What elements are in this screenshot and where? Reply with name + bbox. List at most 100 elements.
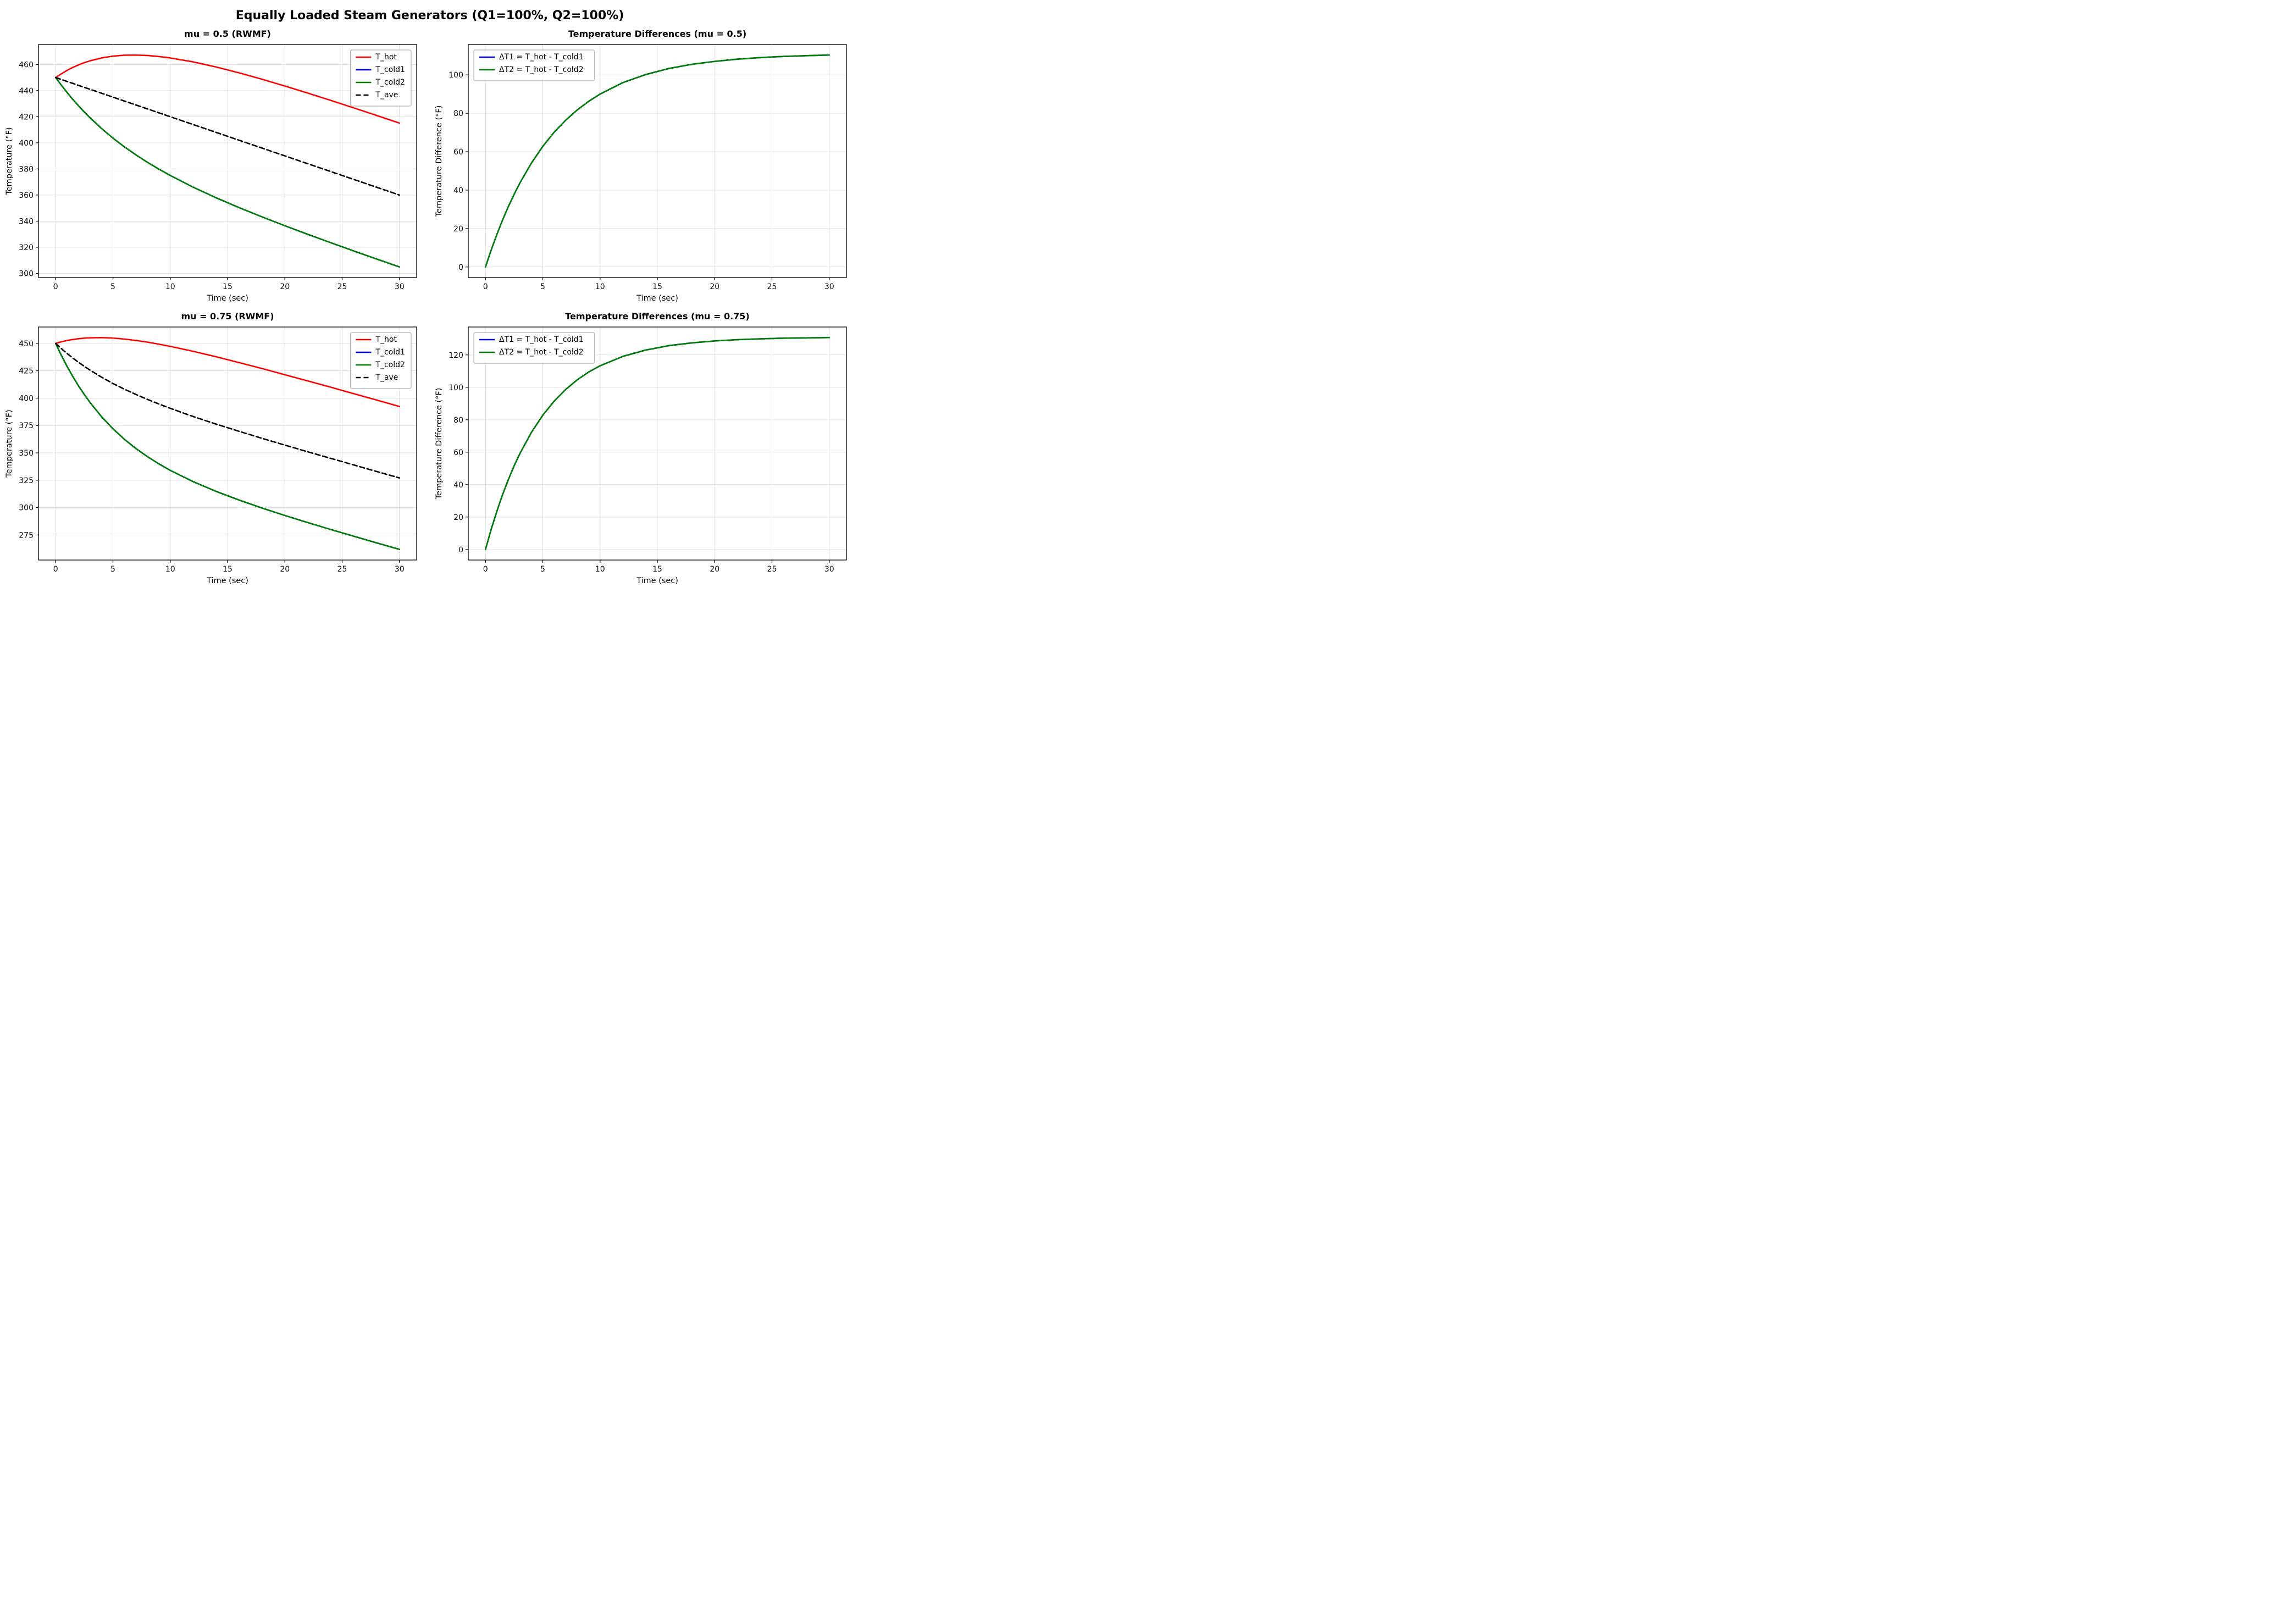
- y-tick-label: 100: [449, 71, 463, 80]
- y-axis-label: Temperature Difference (°F): [435, 106, 444, 218]
- y-tick-label: 40: [453, 186, 463, 195]
- chart-mu05-temperatures: 0 5 10 15 20 25 30 300 320 340 360 380 400 420 440 460 m…: [5, 29, 417, 303]
- x-tick-label: 0: [483, 282, 488, 291]
- figure-suptitle: Equally Loaded Steam Generators (Q1=100%…: [235, 9, 624, 23]
- y-tick-label: 425: [19, 367, 34, 376]
- x-tick-label: 0: [53, 565, 58, 574]
- y-tick-label: 440: [19, 87, 34, 96]
- y-tick-label: 350: [19, 449, 34, 458]
- chart-mu05-temperature-differences: 0 5 10 15 20 25 30 0 20 40 60 80 100 Temperature Diff…: [435, 29, 847, 303]
- y-tick-label: 80: [453, 109, 463, 118]
- x-tick-label: 30: [395, 282, 405, 291]
- y-axis-label: Temperature (°F): [5, 127, 14, 195]
- subplot-bottom-left: 0 5 10 15 20 25 30 275 300 325 350 375 400 425 450 mu =…: [0, 307, 430, 590]
- y-tick-label: 0: [458, 546, 463, 555]
- legend-label: T_hot: [375, 335, 397, 344]
- legend-label: ΔT1 = T_hot - T_cold1: [499, 335, 584, 344]
- y-tick-label: 400: [19, 394, 34, 403]
- x-tick-label: 25: [337, 565, 347, 574]
- y-tick-label: 340: [19, 217, 34, 226]
- x-tick-label: 20: [280, 565, 290, 574]
- chart-title: Temperature Differences (mu = 0.5): [568, 29, 746, 39]
- subplot-top-right: 0 5 10 15 20 25 30 0 20 40 60 80 100 Temperature Diff…: [430, 25, 860, 307]
- plot-area: 0 5 10 15 20 25 30 0 20 40 60 80 100 Temperature Diff…: [435, 29, 847, 303]
- x-tick-label: 10: [165, 565, 175, 574]
- legend-label: T_cold2: [375, 78, 405, 87]
- subplot-bottom-right: 0 5 10 15 20 25 30 0 20 40 60 80 100 120 Temperature D…: [430, 307, 860, 590]
- x-tick-label: 10: [595, 282, 605, 291]
- x-tick-label: 15: [223, 282, 232, 291]
- chart-mu075-temperatures: 0 5 10 15 20 25 30 275 300 325 350 375 400 425 450 mu =…: [5, 311, 417, 585]
- legend-label: T_cold1: [375, 65, 405, 74]
- y-tick-label: 325: [19, 476, 34, 485]
- x-tick-label: 5: [110, 282, 115, 291]
- x-tick-label: 30: [824, 565, 834, 574]
- series-line-T_cold2: [54, 342, 401, 550]
- legend-label: T_hot: [375, 53, 397, 62]
- chart-title: mu = 0.75 (RWMF): [181, 311, 274, 322]
- y-tick-label: 120: [449, 351, 463, 360]
- x-axis-label: Time (sec): [636, 577, 678, 585]
- legend-box: [350, 49, 412, 107]
- series-line-ΔT2 = T_hot - T_cold2: [484, 336, 831, 551]
- x-tick-label: 10: [165, 282, 175, 291]
- legend-label: T_ave: [375, 373, 398, 382]
- x-axis-label: Time (sec): [206, 294, 248, 303]
- series-line-T_ave: [54, 342, 401, 479]
- legend-label: T_ave: [375, 91, 398, 99]
- x-tick-label: 20: [710, 282, 719, 291]
- y-tick-label: 300: [19, 269, 34, 278]
- legend-box: [350, 332, 412, 389]
- x-tick-label: 20: [710, 565, 719, 574]
- legend-box: [473, 332, 595, 364]
- x-tick-label: 15: [223, 565, 232, 574]
- y-tick-label: 60: [453, 148, 463, 157]
- x-tick-label: 0: [483, 565, 488, 574]
- series-line-T_cold2: [54, 76, 401, 268]
- y-tick-label: 100: [449, 384, 463, 392]
- y-tick-label: 380: [19, 165, 34, 174]
- x-tick-label: 5: [540, 282, 545, 291]
- series-line-T_hot: [54, 54, 401, 124]
- legend-label: ΔT1 = T_hot - T_cold1: [499, 53, 584, 62]
- legend-box: [473, 49, 595, 81]
- y-tick-label: 460: [19, 60, 34, 69]
- y-axis-label: Temperature (°F): [5, 409, 14, 478]
- series-line-T_hot: [54, 337, 401, 407]
- x-tick-label: 0: [53, 282, 58, 291]
- plot-area: 0 5 10 15 20 25 30 0 20 40 60 80 100 120 Temperature D…: [435, 311, 847, 585]
- x-axis-label: Time (sec): [636, 294, 678, 303]
- y-tick-label: 60: [453, 448, 463, 457]
- x-tick-label: 30: [824, 282, 834, 291]
- y-tick-label: 375: [19, 422, 34, 430]
- series-line-ΔT2 = T_hot - T_cold2: [484, 54, 831, 268]
- y-tick-label: 0: [458, 263, 463, 272]
- figure: Equally Loaded Steam Generators (Q1=100%…: [0, 0, 860, 595]
- y-tick-label: 360: [19, 191, 34, 200]
- x-tick-label: 25: [767, 282, 777, 291]
- x-axis-label: Time (sec): [206, 577, 248, 585]
- chart-mu075-temperature-differences: 0 5 10 15 20 25 30 0 20 40 60 80 100 120 Temperature D…: [435, 311, 847, 585]
- plot-area: 0 5 10 15 20 25 30 300 320 340 360 380 400 420 440 460 m…: [5, 29, 417, 303]
- legend-label: ΔT2 = T_hot - T_cold2: [499, 65, 584, 74]
- y-tick-label: 80: [453, 416, 463, 425]
- chart-title: mu = 0.5 (RWMF): [184, 29, 271, 39]
- y-tick-label: 320: [19, 243, 34, 252]
- legend-label: ΔT2 = T_hot - T_cold2: [499, 348, 584, 357]
- x-tick-label: 25: [767, 565, 777, 574]
- x-tick-label: 10: [595, 565, 605, 574]
- x-tick-label: 25: [337, 282, 347, 291]
- y-tick-label: 300: [19, 504, 34, 513]
- x-tick-label: 15: [652, 565, 662, 574]
- y-tick-label: 40: [453, 481, 463, 490]
- y-tick-label: 420: [19, 113, 34, 121]
- series-line-T_ave: [54, 76, 401, 196]
- y-tick-label: 20: [453, 225, 463, 234]
- y-tick-label: 20: [453, 513, 463, 522]
- y-tick-label: 275: [19, 531, 34, 540]
- legend-label: T_cold1: [375, 348, 405, 357]
- x-tick-label: 15: [652, 282, 662, 291]
- plot-area: 0 5 10 15 20 25 30 275 300 325 350 375 400 425 450 mu =…: [5, 311, 417, 585]
- x-tick-label: 30: [395, 565, 405, 574]
- subplot-grid: 0 5 10 15 20 25 30 300 320 340 360 380 400 420 440 460 m…: [0, 25, 860, 590]
